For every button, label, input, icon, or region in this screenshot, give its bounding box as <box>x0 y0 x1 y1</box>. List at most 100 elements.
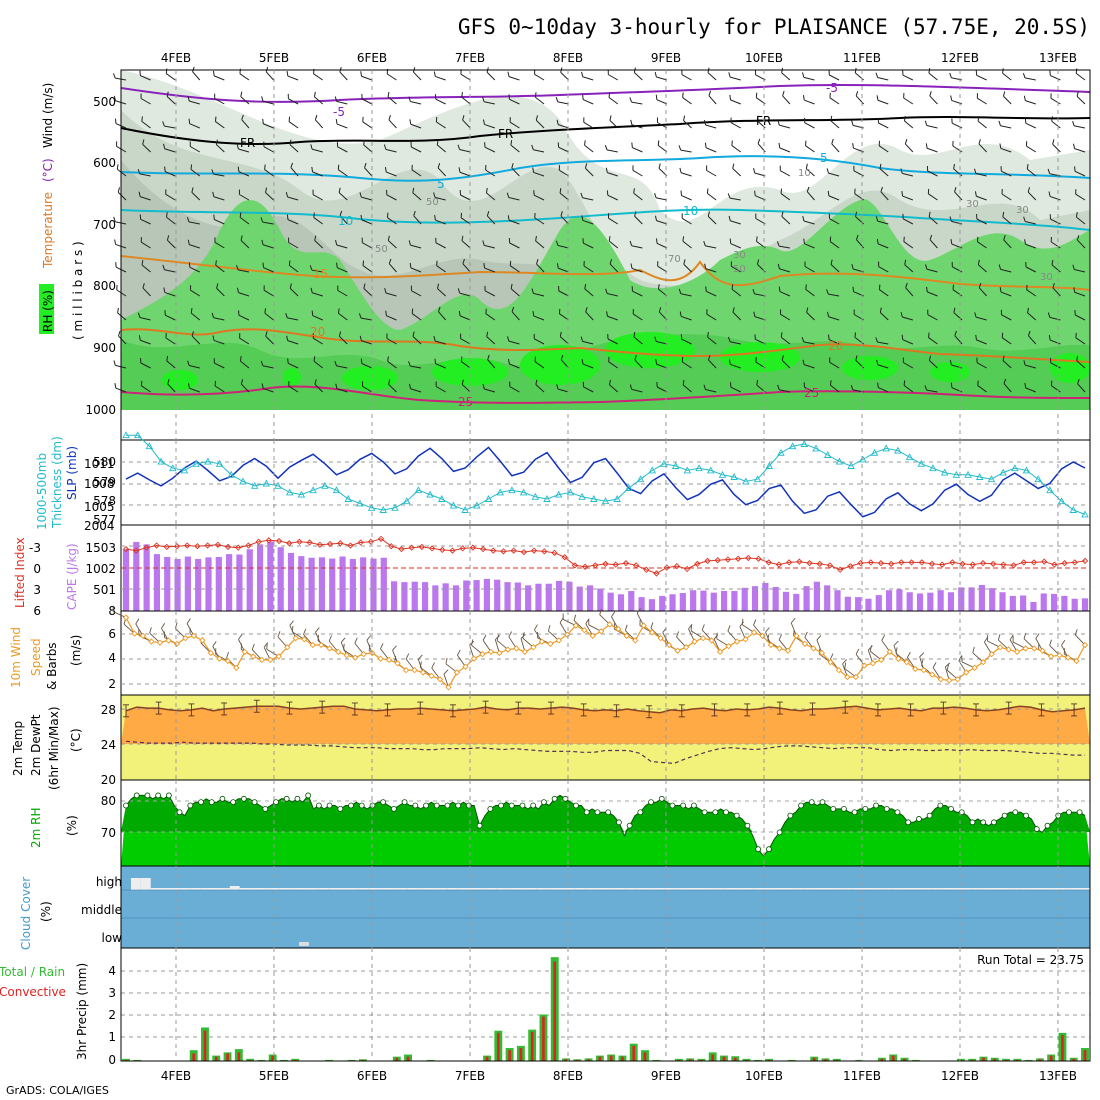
wind-barb-feather <box>728 359 731 365</box>
wind-barb-feather <box>949 72 952 78</box>
wind-barb <box>485 313 496 321</box>
wind-speed-point <box>436 676 444 683</box>
wind-barb <box>559 336 569 345</box>
wind-barb <box>1074 269 1086 273</box>
wind-barb-feather <box>1027 187 1031 193</box>
wind-barb <box>166 216 176 225</box>
wind-barb <box>535 240 545 249</box>
cloud-high-bar <box>1010 888 1021 890</box>
li-point <box>745 554 752 562</box>
li-point <box>928 560 936 568</box>
precip-convective-bar <box>621 1056 624 1061</box>
wind-barb-feather <box>679 167 682 173</box>
wind-barb <box>364 167 373 177</box>
wind-barb <box>779 268 791 273</box>
wind-barb-feather <box>289 139 292 145</box>
precip-convective-bar <box>891 1055 895 1061</box>
rh2m-point <box>690 802 697 809</box>
wind10m-barb <box>599 614 611 625</box>
wind10m-barb-feather <box>508 631 513 637</box>
cape-bar <box>298 556 305 611</box>
cape-bar <box>380 557 387 611</box>
precip-convective-bar <box>497 1032 500 1061</box>
wind-barb-feather <box>777 384 780 390</box>
wind-barb-feather <box>1072 121 1075 127</box>
wind-barb-feather <box>903 115 906 122</box>
wind-barb-feather <box>704 142 707 148</box>
rh2m-point <box>787 812 794 819</box>
wind-speed-point <box>1022 645 1029 652</box>
wind-barb <box>533 194 545 201</box>
wind-barb <box>560 215 569 225</box>
thickness-point <box>402 497 411 505</box>
cape-bar <box>452 585 460 611</box>
wind-barb-feather <box>1002 211 1005 218</box>
wind-barb-feather <box>162 121 165 127</box>
wind10m-barb-feather <box>869 645 872 652</box>
wind-barb <box>361 196 373 201</box>
wind-barb <box>954 191 963 201</box>
cloud-high-bar <box>338 888 349 890</box>
rh2m-point <box>648 799 654 806</box>
cape-bar <box>1071 598 1078 611</box>
wind-barb <box>167 239 176 249</box>
li-point <box>888 560 895 568</box>
wind-barb-feather <box>782 90 785 96</box>
wind-barb <box>927 170 938 177</box>
wind-barb <box>583 265 594 273</box>
wind-barb <box>705 268 717 273</box>
wind-speed-point <box>589 632 596 639</box>
wind-barb <box>313 360 324 369</box>
precip-convective-bar <box>395 1057 399 1061</box>
thickness-point <box>496 488 505 496</box>
li-point <box>235 544 242 551</box>
wind-speed-point <box>750 629 758 636</box>
wind-barb-feather <box>855 355 858 361</box>
cloud-high-bar <box>526 888 537 890</box>
thickness-point <box>671 462 680 469</box>
wind10m-barb <box>420 667 432 677</box>
wind-barb <box>240 383 250 393</box>
thickness-point <box>508 486 516 494</box>
wind-barb <box>608 217 619 225</box>
wind-barb <box>902 316 914 321</box>
rh2m-point <box>755 846 762 853</box>
wind-barb <box>1050 362 1061 369</box>
thickness-point <box>543 495 551 502</box>
temp-tick-20: 20 <box>101 773 116 787</box>
wind-speed-point <box>139 632 147 639</box>
date-top-7: 11FEB <box>843 51 881 65</box>
credit-text: GrADS: COLA/IGES <box>6 1084 109 1097</box>
wind-barb <box>388 119 397 129</box>
wind-barb-feather <box>974 312 977 318</box>
wind-barb <box>705 124 717 129</box>
wind-barb-feather <box>1002 91 1006 97</box>
wind-barb-feather <box>978 139 981 145</box>
wind-barb <box>484 146 496 153</box>
wind-barb-feather <box>556 263 559 269</box>
wind-barb-feather <box>801 72 805 78</box>
wind-barb-feather <box>139 70 141 76</box>
precip-convective-bar <box>993 1058 997 1061</box>
wind10m-barb <box>690 630 704 639</box>
date-bottom-7: 11FEB <box>843 1069 881 1083</box>
thickness-point <box>601 497 610 505</box>
cloud-high-bar <box>941 888 952 890</box>
precip-convective-bar <box>745 1059 748 1061</box>
wind-speed-point <box>462 663 469 670</box>
cape-bar <box>174 558 181 611</box>
cloud-high-bar <box>289 888 300 890</box>
cape-bar <box>731 591 738 611</box>
thickness-point <box>133 431 142 439</box>
wind-barb <box>164 148 176 153</box>
wind-barb <box>609 384 619 393</box>
wind-barb <box>410 388 422 393</box>
wind-barb <box>213 196 225 201</box>
precip-convective-bar <box>767 1059 771 1061</box>
wind10m-barb <box>585 623 594 637</box>
wind-barb-feather <box>1023 216 1026 222</box>
thickness-point <box>379 506 388 513</box>
wind-barb-feather <box>536 259 539 265</box>
cape-bar <box>710 592 717 611</box>
wind-barb <box>239 73 250 81</box>
